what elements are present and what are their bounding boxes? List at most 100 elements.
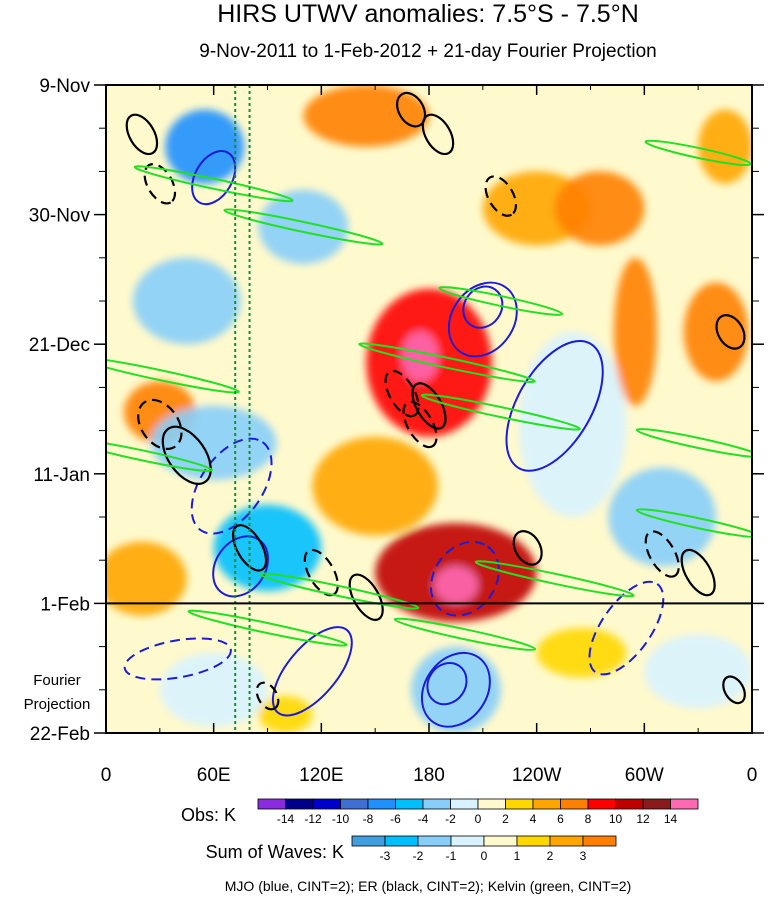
colorbar-box <box>505 798 534 810</box>
mjo-contour <box>123 637 232 681</box>
anomaly-blob <box>312 436 438 536</box>
er-contour <box>421 113 455 156</box>
colorbar-box <box>450 835 485 847</box>
er-contour <box>231 524 268 572</box>
kelvin-contour <box>187 609 348 647</box>
plot-area <box>106 85 752 733</box>
anomaly-blob <box>165 109 245 184</box>
colorbar-tick-label: 2 <box>502 812 509 826</box>
colorbar-tick-label: 6 <box>557 812 564 826</box>
footer-caption: MJO (blue, CINT=2); ER (black, CINT=2); … <box>225 878 632 894</box>
kelvin-contour <box>358 342 536 383</box>
colorbar-box <box>483 835 518 847</box>
er-contour <box>722 675 746 705</box>
colorbar-box <box>285 798 314 810</box>
colorbar-box <box>582 835 617 847</box>
colorbar-box <box>516 835 551 847</box>
colorbar-box <box>257 798 286 810</box>
projection-label-line1: Fourier <box>33 672 81 689</box>
chart-subtitle: 9-Nov-2011 to 1-Feb-2012 + 21-day Fourie… <box>199 41 656 62</box>
anomaly-blob <box>608 467 717 567</box>
er-contour <box>715 314 746 350</box>
mjo-contour <box>426 662 468 706</box>
colorbar-box <box>560 798 589 810</box>
colorbar-tick-label: 1 <box>514 849 521 863</box>
anomaly-blob <box>159 652 268 727</box>
colorbar-tick-label: -3 <box>380 849 391 863</box>
colorbar-tick-label: -6 <box>390 812 401 826</box>
x-tick-label: 60E <box>197 765 231 786</box>
anomaly-blob <box>554 171 645 246</box>
colorbar-tick-label: 4 <box>530 812 537 826</box>
colorbar-tick-label: 8 <box>585 812 592 826</box>
kelvin-contour <box>106 438 214 472</box>
mjo-contour <box>505 340 604 472</box>
mjo-contour <box>190 437 273 535</box>
colorbar-tick-label: 3 <box>580 849 587 863</box>
colorbar-box <box>312 798 341 810</box>
kelvin-contour <box>635 428 752 458</box>
kelvin-contour <box>259 572 420 610</box>
colorbar-box <box>532 798 561 810</box>
colorbar-box <box>549 835 584 847</box>
mjo-contour <box>462 285 504 329</box>
anomaly-blob <box>150 405 277 480</box>
y-tick-label: 11-Jan <box>33 465 90 486</box>
colorbar-box <box>587 798 616 810</box>
colorbar-box <box>384 835 419 847</box>
er-contour <box>644 530 680 578</box>
colorbar-box <box>450 798 479 810</box>
anomaly-blob <box>698 109 752 184</box>
colorbar-tick-label: -14 <box>277 812 295 826</box>
mjo-contour <box>447 281 518 358</box>
reference-lines <box>234 85 251 733</box>
colorbar-box <box>367 798 396 810</box>
colorbar-tick-label: -4 <box>418 812 429 826</box>
axes: 0 60E 120E 180 120W 60W 0 9-Nov 30-Nov 21-Dec 11-J… <box>29 76 764 786</box>
anomaly-blob <box>106 541 187 616</box>
mjo-contour <box>420 651 491 728</box>
colorbar-tick-label: -8 <box>363 812 374 826</box>
y-tick-label: 9-Nov <box>39 76 90 97</box>
anomaly-blob <box>411 646 501 733</box>
colorbar-tick-label: -12 <box>304 812 322 826</box>
colorbar-tick-label: 0 <box>481 849 488 863</box>
wave-contours <box>106 91 752 728</box>
anomaly-blob <box>258 695 313 733</box>
colorbar-tick-label: -2 <box>445 812 456 826</box>
anomaly-blob <box>434 566 478 604</box>
mjo-contour <box>271 626 353 717</box>
x-tick-label: 60W <box>625 765 664 786</box>
y-tick-label: 30-Nov <box>29 206 91 227</box>
colorbar-tick-label: -1 <box>446 849 457 863</box>
y-tick-label: 21-Dec <box>29 335 90 356</box>
er-contour <box>402 400 438 449</box>
x-tick-label: 120E <box>299 765 343 786</box>
anomaly-blob <box>536 628 627 678</box>
colorbar-tick-label: 14 <box>664 812 678 826</box>
mjo-contour <box>191 150 237 206</box>
er-contour <box>680 548 716 597</box>
x-tick-label: 0 <box>747 765 758 786</box>
colorbar-box <box>351 835 386 847</box>
kelvin-contour <box>393 617 537 651</box>
er-contour <box>484 175 518 217</box>
er-contour <box>143 162 177 205</box>
y-tick-label: 22-Feb <box>30 724 90 745</box>
colorbar-tick-label: -2 <box>413 849 424 863</box>
kelvin-contour <box>106 356 240 394</box>
colorbar-tick-label: 12 <box>636 812 650 826</box>
mjo-contour <box>429 540 500 617</box>
er-contour <box>512 530 543 566</box>
kelvin-contour <box>474 560 635 598</box>
colorbar-box <box>422 798 451 810</box>
anomaly-blob <box>613 257 657 406</box>
colorbar-box <box>615 798 644 810</box>
colorbar-box <box>395 798 424 810</box>
waves-colorbar: -3 -2 -1 0 1 2 3 <box>351 835 617 863</box>
kelvin-contour <box>133 165 294 203</box>
x-tick-label: 0 <box>101 765 112 786</box>
colorbar-tick-label: 0 <box>475 812 482 826</box>
waves-colorbar-label: Sum of Waves: K <box>206 842 344 862</box>
